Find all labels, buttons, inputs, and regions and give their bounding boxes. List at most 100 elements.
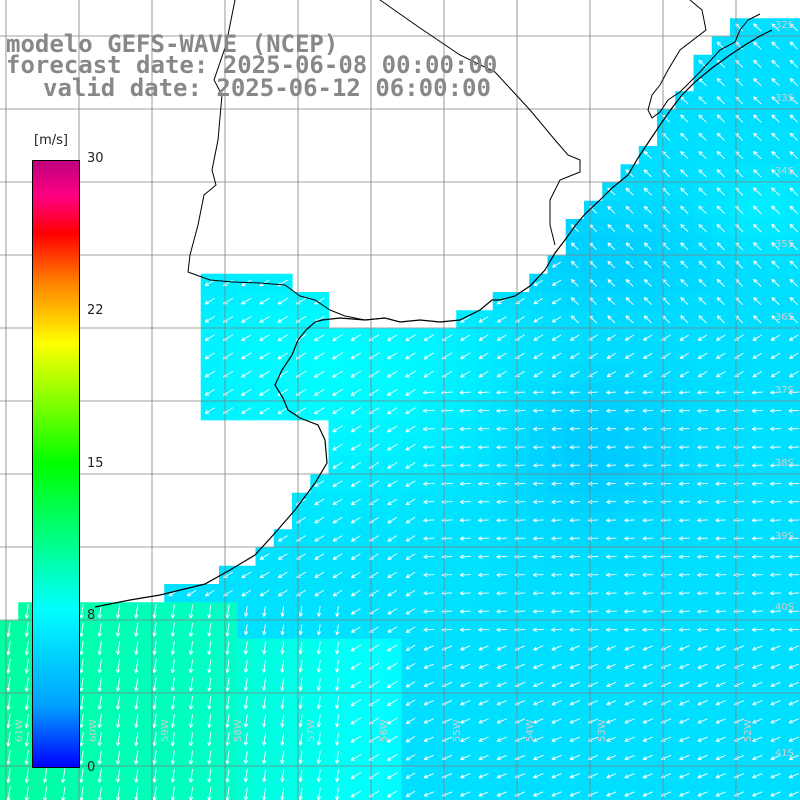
wind-arrow <box>387 571 398 579</box>
wind-arrow <box>770 371 781 378</box>
wind-arrow <box>788 499 800 505</box>
wind-arrow <box>570 315 579 324</box>
wind-arrow <box>680 315 689 324</box>
wind-arrow <box>204 370 216 378</box>
wind-arrow <box>533 352 544 360</box>
wind-arrow <box>532 390 544 395</box>
wind-arrow <box>697 445 708 450</box>
wind-arrow <box>771 114 780 123</box>
wind-arrow <box>405 553 416 560</box>
wind-arrow <box>643 150 653 160</box>
wind-arrow <box>606 408 617 413</box>
wind-arrow <box>533 279 543 286</box>
wind-arrow <box>241 590 252 597</box>
wind-arrow <box>788 463 800 468</box>
wind-arrow <box>771 278 780 287</box>
wind-arrow <box>698 169 707 178</box>
wind-arrow <box>405 516 416 524</box>
wind-arrow <box>335 606 340 617</box>
wind-arrow <box>496 481 508 486</box>
wind-arrow <box>771 315 780 324</box>
wind-arrow <box>569 536 581 541</box>
wind-arrow <box>569 609 581 614</box>
wind-arrow <box>350 388 362 396</box>
wind-arrow <box>697 390 708 395</box>
wind-arrow <box>314 407 325 415</box>
wind-arrow <box>405 425 416 433</box>
wind-arrow <box>789 371 799 378</box>
wind-cell <box>784 91 800 111</box>
wind-arrow <box>460 370 471 378</box>
wind-arrow <box>532 536 544 541</box>
wind-arrow <box>115 622 121 637</box>
wind-arrow <box>533 334 544 341</box>
wind-arrow <box>552 261 562 268</box>
wind-arrow <box>259 571 270 579</box>
wind-arrow <box>496 334 507 341</box>
wind-arrow <box>496 572 508 578</box>
wind-arrow <box>351 608 361 615</box>
wind-arrow <box>314 589 325 597</box>
wind-arrow <box>788 390 800 395</box>
wind-arrow <box>751 463 763 468</box>
wind-arrow <box>643 278 652 287</box>
wind-arrow <box>170 622 175 637</box>
wind-arrow <box>259 352 270 360</box>
wind-arrow <box>788 426 800 432</box>
wind-arrow <box>771 242 780 251</box>
wind-arrow <box>314 553 325 560</box>
wind-arrow <box>716 371 726 378</box>
wind-arrow <box>422 408 435 413</box>
wind-arrow <box>24 604 29 619</box>
wind-arrow <box>496 609 508 614</box>
wind-arrow <box>678 499 690 505</box>
wind-arrow <box>496 352 507 360</box>
wind-arrow <box>642 554 654 559</box>
wind-arrow <box>625 260 634 269</box>
wind-arrow <box>496 316 507 323</box>
wind-arrow <box>387 535 398 542</box>
wind-arrow <box>697 463 708 468</box>
wind-arrow <box>314 516 325 524</box>
wind-arrow <box>478 316 489 323</box>
wind-arrow <box>314 571 325 579</box>
wind-arrow <box>715 609 727 614</box>
wind-arrow <box>715 408 727 413</box>
lon-label: 56W <box>379 719 390 742</box>
wind-arrow <box>387 407 398 415</box>
wind-arrow <box>387 590 398 597</box>
wind-arrow <box>678 554 690 559</box>
wind-cell <box>784 73 800 92</box>
wind-arrow <box>605 572 617 578</box>
wind-arrow <box>642 499 653 505</box>
wind-arrow <box>551 536 562 541</box>
wind-arrow <box>606 371 616 378</box>
wind-arrow <box>259 334 270 342</box>
wind-arrow <box>716 169 726 178</box>
wind-arrow <box>624 426 635 432</box>
wind-arrow <box>277 553 288 560</box>
wind-arrow <box>332 443 343 451</box>
colorbar-tick-22: 22 <box>87 303 104 318</box>
wind-arrow <box>350 535 361 542</box>
wind-arrow <box>496 463 508 468</box>
wind-arrow <box>680 132 689 141</box>
wind-arrow <box>771 96 780 105</box>
wind-arrow <box>625 205 634 214</box>
wind-arrow <box>751 445 763 450</box>
wind-arrow <box>697 591 708 596</box>
wind-arrow <box>405 571 416 579</box>
wind-arrow <box>241 370 252 378</box>
wind-cell <box>784 18 800 38</box>
wind-cell <box>784 219 800 238</box>
wind-arrow <box>679 463 690 468</box>
wind-arrow <box>624 536 635 541</box>
wind-arrow <box>243 606 249 617</box>
wind-arrow <box>771 150 780 160</box>
wind-arrow <box>478 554 489 559</box>
wind-arrow <box>698 242 707 251</box>
wind-arrow <box>680 297 689 306</box>
wind-arrow <box>259 370 270 378</box>
